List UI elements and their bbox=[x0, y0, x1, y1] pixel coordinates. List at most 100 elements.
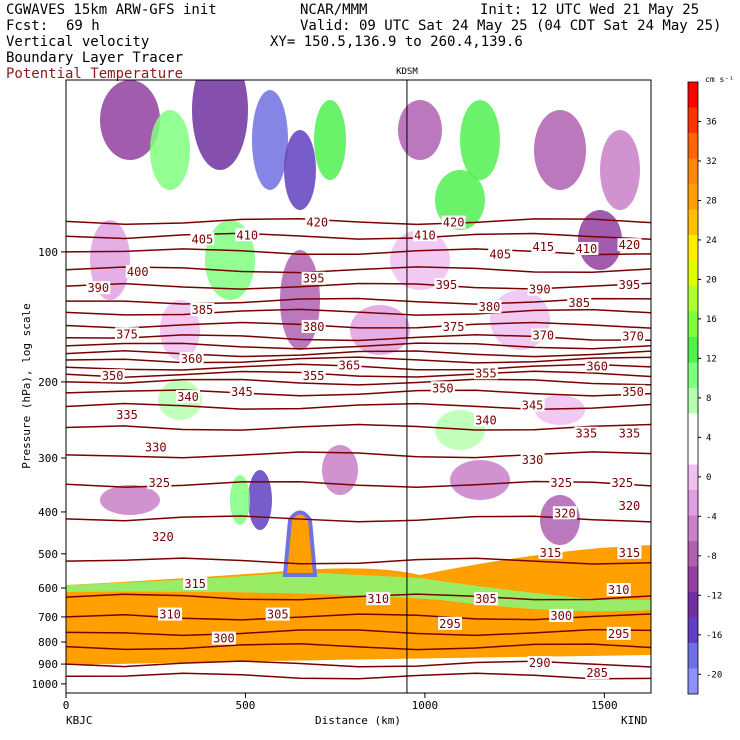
theta-label-bg bbox=[531, 240, 556, 254]
theta-label-bg bbox=[190, 232, 215, 246]
theta-contour-label: 310 bbox=[608, 583, 630, 597]
theta-contour-label: 370 bbox=[622, 330, 644, 344]
field-label-3: Potential Temperature bbox=[6, 66, 184, 82]
y-tick-label: 1000 bbox=[32, 678, 59, 691]
valid-time: Valid: 09 UTC Sat 24 May 25 (04 CDT Sat … bbox=[300, 18, 722, 34]
theta-contour-label: 375 bbox=[116, 327, 138, 341]
x-tick-label: 1000 bbox=[412, 699, 439, 712]
theta-contour-label: 385 bbox=[192, 303, 214, 317]
theta-label-bg bbox=[488, 247, 513, 261]
vv-blob-6 bbox=[398, 100, 442, 160]
theta-label-bg bbox=[477, 300, 502, 314]
theta-contour-line bbox=[66, 389, 651, 397]
theta-label-bg bbox=[527, 282, 552, 296]
theta-contour-label: 380 bbox=[479, 300, 501, 314]
theta-label-bg bbox=[115, 408, 140, 422]
x-tick-label: 0 bbox=[63, 699, 70, 712]
theta-contour-line bbox=[66, 378, 651, 386]
theta-label-bg bbox=[430, 381, 455, 395]
init-time: Init: 12 UTC Wed 21 May 25 bbox=[480, 2, 700, 18]
x-tick-label: 500 bbox=[236, 699, 256, 712]
colorbar-swatch bbox=[688, 643, 698, 669]
theta-label-bg bbox=[621, 329, 646, 343]
theta-contour-line bbox=[66, 628, 651, 637]
theta-contour-label: 290 bbox=[529, 656, 551, 670]
theta-contour-label: 375 bbox=[443, 320, 465, 334]
colorbar-swatch bbox=[688, 388, 698, 414]
theta-contour-line bbox=[66, 232, 651, 240]
theta-contour-label: 315 bbox=[619, 546, 641, 560]
theta-contour-line bbox=[66, 672, 651, 680]
theta-label-bg bbox=[190, 302, 215, 316]
theta-contour-label: 325 bbox=[611, 476, 633, 490]
theta-label-bg bbox=[520, 453, 545, 467]
theta-contour-label: 360 bbox=[586, 359, 608, 373]
vv-blob-2 bbox=[252, 90, 288, 190]
colorbar-swatch bbox=[688, 107, 698, 133]
colorbar-label: 16 bbox=[706, 315, 717, 325]
colorbar-label: 32 bbox=[706, 157, 717, 167]
theta-contour-label: 365 bbox=[339, 358, 361, 372]
colorbar-swatch bbox=[688, 592, 698, 618]
theta-contour-label: 355 bbox=[303, 369, 325, 383]
theta-contour-label: 410 bbox=[576, 242, 598, 256]
theta-contour-line bbox=[66, 350, 651, 358]
colorbar-swatch bbox=[688, 209, 698, 235]
left-endpoint-label: KBJC bbox=[66, 714, 93, 727]
y-tick-label: 300 bbox=[38, 452, 58, 465]
colorbar-swatch bbox=[688, 158, 698, 184]
theta-label-bg bbox=[86, 281, 111, 295]
theta-label-bg bbox=[549, 476, 574, 490]
y-tick-label: 400 bbox=[38, 506, 58, 519]
vv-blob-15 bbox=[90, 220, 130, 300]
colorbar-swatch bbox=[688, 541, 698, 567]
colorbar-swatch bbox=[688, 413, 698, 439]
theta-label-bg bbox=[617, 499, 642, 513]
vv-blob-10 bbox=[390, 230, 450, 290]
colorbar-label: -16 bbox=[706, 631, 722, 641]
bl-edge bbox=[66, 572, 651, 612]
colorbar-swatch bbox=[688, 668, 698, 694]
vv-blob-19 bbox=[248, 470, 272, 530]
vv-blob-20 bbox=[230, 475, 250, 525]
org-label: NCAR/MMM bbox=[300, 2, 368, 18]
theta-label-bg bbox=[150, 530, 175, 544]
theta-label-bg bbox=[567, 295, 592, 309]
theta-contour-line bbox=[66, 218, 651, 226]
theta-contour-label: 420 bbox=[443, 216, 465, 230]
theta-label-bg bbox=[574, 426, 599, 440]
theta-contour-label: 345 bbox=[522, 399, 544, 413]
theta-contour-line bbox=[66, 423, 651, 431]
theta-label-bg bbox=[531, 328, 556, 342]
theta-label-bg bbox=[617, 426, 642, 440]
colorbar-swatch bbox=[688, 515, 698, 541]
theta-contour-label: 395 bbox=[436, 278, 458, 292]
theta-contour-label: 395 bbox=[619, 278, 641, 292]
theta-label-bg bbox=[179, 352, 204, 366]
colorbar-swatch bbox=[688, 286, 698, 312]
colorbar-label: 36 bbox=[706, 117, 717, 127]
theta-contour-line bbox=[66, 308, 651, 316]
y-tick-label: 200 bbox=[38, 376, 58, 389]
theta-contour-label: 330 bbox=[522, 453, 544, 467]
theta-contour-label: 405 bbox=[489, 248, 511, 262]
theta-label-bg bbox=[574, 242, 599, 256]
colorbar-label: 12 bbox=[706, 354, 717, 364]
theta-label-bg bbox=[265, 607, 290, 621]
colorbar-swatch bbox=[688, 260, 698, 286]
colorbar-swatch bbox=[688, 82, 698, 108]
colorbar-label: -12 bbox=[706, 591, 722, 601]
theta-label-bg bbox=[585, 359, 610, 373]
y-tick-label: 800 bbox=[38, 636, 58, 649]
theta-label-bg bbox=[434, 278, 459, 292]
theta-contour-label: 335 bbox=[576, 427, 598, 441]
theta-contour-line bbox=[66, 297, 651, 305]
theta-label-bg bbox=[301, 319, 326, 333]
y-tick-label: 100 bbox=[38, 246, 58, 259]
colorbar-swatch bbox=[688, 337, 698, 363]
theta-label-bg bbox=[617, 278, 642, 292]
theta-contour-label: 340 bbox=[475, 414, 497, 428]
theta-label-bg bbox=[549, 608, 574, 622]
theta-contour-label: 405 bbox=[192, 232, 214, 246]
theta-label-bg bbox=[125, 265, 150, 279]
